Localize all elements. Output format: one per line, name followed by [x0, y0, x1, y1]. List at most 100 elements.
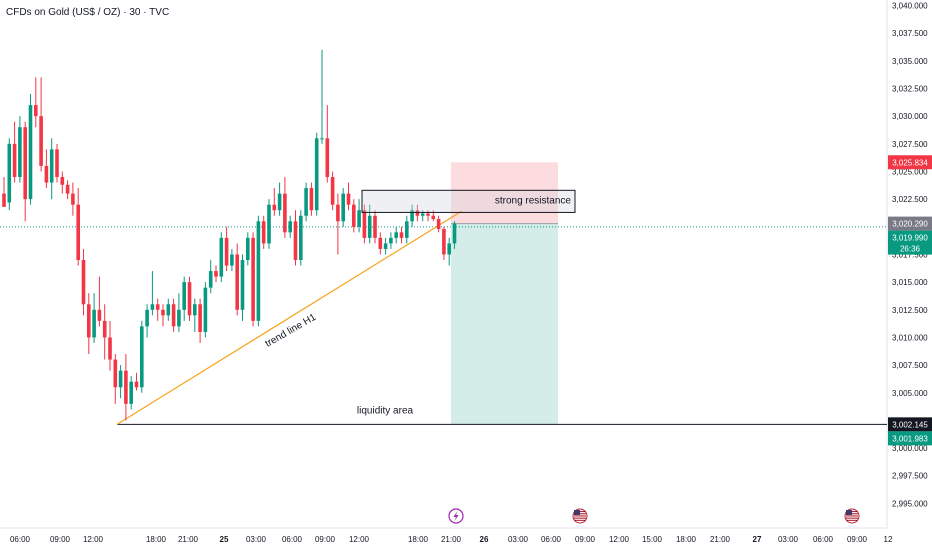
candle-body [60, 177, 65, 185]
candle-body [314, 138, 319, 211]
time-tick-label: 27 [753, 535, 762, 544]
candle-body [383, 243, 388, 249]
candle-body [447, 243, 451, 255]
chart-title: CFDs on Gold (US$ / OZ) · 30 · TVC [6, 7, 170, 18]
time-tick-label: 06:00 [813, 535, 834, 544]
candle-body [320, 138, 324, 140]
candle-body [177, 309, 181, 327]
time-tick-label: 18:00 [408, 535, 429, 544]
candle-body [81, 260, 86, 305]
price-label-value: 3,001.983 [892, 434, 928, 443]
candle-body [49, 149, 54, 183]
candle-body [87, 304, 91, 338]
candle-body [102, 320, 107, 338]
candle-body [208, 271, 213, 288]
candle-body [150, 304, 155, 310]
price-tick-label: 3,030.000 [892, 112, 928, 121]
time-tick-label: 03:00 [778, 535, 799, 544]
candle-body [124, 370, 128, 404]
candle-body [240, 260, 245, 310]
price-tick-label: 3,035.000 [892, 57, 928, 66]
candle-body [405, 221, 409, 238]
price-tick-label: 2,997.500 [892, 472, 928, 481]
time-tick-label: 12 [884, 535, 893, 544]
time-tick-label: 21:00 [441, 535, 462, 544]
candle-body [155, 304, 160, 310]
lightning-icon [448, 508, 464, 524]
price-label-box [888, 155, 932, 170]
price-tick-label: 3,027.500 [892, 140, 928, 149]
candle-body [442, 229, 446, 255]
candle-body [431, 215, 436, 220]
candle-body [97, 309, 102, 321]
price-tick-label: 2,995.000 [892, 499, 928, 508]
price-label-value: 3,002.145 [892, 420, 928, 429]
stop-loss-zone [451, 162, 558, 224]
time-tick-label: 03:00 [508, 535, 529, 544]
flag-stripe [574, 519, 586, 521]
candle-body [161, 309, 165, 316]
candle-body [134, 381, 139, 388]
candle-body [378, 237, 383, 249]
candle-body [203, 287, 208, 332]
candle-body [219, 237, 224, 277]
price-tick-label: 3,037.500 [892, 29, 928, 38]
flag-stripe [846, 517, 858, 519]
price-tick-label: 3,040.000 [892, 2, 928, 11]
price-label-value: 3,019.990 [892, 234, 928, 243]
time-tick-label: 18:00 [146, 535, 167, 544]
candle-body [145, 309, 149, 327]
candle-body [23, 127, 27, 200]
candle-body [182, 282, 186, 310]
price-tick-label: 3,032.500 [892, 85, 928, 94]
candle-body [65, 184, 70, 194]
time-tick-label: 21:00 [710, 535, 731, 544]
us-flag-icon [844, 508, 860, 524]
candle-body [346, 193, 351, 205]
candle-body [299, 215, 303, 260]
time-tick-label: 18:00 [676, 535, 697, 544]
candle-body [7, 143, 12, 203]
candle-body [92, 309, 96, 338]
candle-body [256, 221, 261, 321]
candle-body [108, 337, 112, 360]
candle-body [230, 254, 234, 266]
time-tick-label: 06:00 [282, 535, 303, 544]
flag-stripe [574, 515, 586, 517]
us-flag-icon [572, 508, 588, 524]
flag-canton [846, 510, 852, 515]
candle-body [235, 254, 239, 310]
candle-body [415, 210, 420, 216]
candle-body [420, 213, 425, 216]
price-tick-label: 3,025.000 [892, 167, 928, 176]
candle-body [330, 177, 335, 205]
price-label-box [888, 417, 932, 432]
candle-body [272, 204, 277, 211]
candle-body [325, 138, 330, 178]
candle-body [357, 210, 361, 227]
candle-body [34, 105, 38, 117]
candle-body [304, 188, 308, 216]
candle-body [246, 237, 250, 260]
candle-body [193, 304, 197, 316]
time-tick-label: 15:00 [642, 535, 663, 544]
time-tick-label: 26 [480, 535, 489, 544]
candle-body [436, 219, 441, 230]
candle-body [452, 223, 457, 244]
price-label-box [888, 431, 932, 446]
time-tick-label: 03:00 [246, 535, 267, 544]
liquidity-area-label: liquidity area [357, 405, 414, 416]
candle-body [352, 204, 356, 227]
price-tick-label: 3,017.500 [892, 250, 928, 259]
time-tick-label: 25 [220, 535, 229, 544]
candle-body [309, 188, 314, 211]
candle-body [399, 232, 404, 238]
candle-body [76, 204, 80, 260]
candle-body [18, 127, 22, 178]
time-tick-label: 06:00 [10, 535, 31, 544]
candle-body [198, 304, 202, 332]
time-tick-label: 09:00 [847, 535, 868, 544]
price-label-box [888, 216, 932, 231]
candle-body [394, 232, 398, 238]
